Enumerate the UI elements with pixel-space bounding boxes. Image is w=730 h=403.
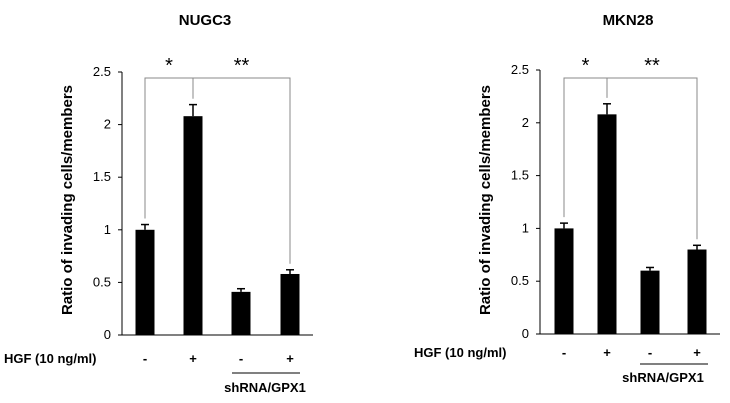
bar	[135, 229, 155, 335]
panel-nugc3: NUGC3 Ratio of invading cells/members HG…	[4, 12, 313, 395]
bar	[640, 270, 660, 334]
significance-bracket	[192, 77, 291, 264]
panel-mkn28: MKN28 Ratio of invading cells/members HG…	[414, 12, 720, 385]
significance-label: **	[644, 55, 660, 77]
plot-area: 00.511.522.5- + - +* **	[511, 55, 720, 365]
condition-label: HGF (10 ng/ml)	[4, 351, 96, 366]
group-label: shRNA/GPX1	[224, 380, 306, 395]
chart-title: NUGC3	[179, 12, 232, 29]
significance-label: **	[234, 55, 250, 77]
significance-label: *	[582, 55, 590, 77]
y-tick-label: 0.5	[93, 274, 111, 289]
bar	[597, 114, 617, 335]
y-axis-label: Ratio of invading cells/members	[477, 85, 494, 315]
plot-area: 00.511.522.5- + - +* **	[93, 55, 313, 374]
y-tick-label: 0	[522, 326, 529, 341]
hgf-sign: -	[143, 351, 147, 366]
bar	[280, 273, 300, 335]
hgf-sign: +	[286, 351, 294, 366]
y-axis-label: Ratio of invading cells/members	[59, 85, 76, 315]
bar	[183, 116, 203, 336]
hgf-sign: +	[189, 351, 197, 366]
y-tick-label: 0.5	[511, 273, 529, 288]
y-tick-label: 2	[104, 117, 111, 132]
hgf-sign: +	[603, 345, 611, 360]
bar	[554, 228, 574, 334]
hgf-sign: +	[693, 345, 701, 360]
y-tick-label: 2.5	[93, 64, 111, 79]
y-tick-label: 2	[522, 115, 529, 130]
y-tick-label: 2.5	[511, 62, 529, 77]
hgf-sign: -	[562, 345, 566, 360]
significance-bracket	[606, 77, 698, 240]
hgf-sign: -	[648, 345, 652, 360]
hgf-sign: -	[239, 351, 243, 366]
y-tick-label: 1	[104, 222, 111, 237]
y-tick-label: 1.5	[93, 169, 111, 184]
condition-label: HGF (10 ng/ml)	[414, 345, 506, 360]
bar	[231, 291, 251, 335]
chart-title: MKN28	[603, 12, 654, 29]
bar	[687, 249, 707, 334]
y-tick-label: 1	[522, 220, 529, 235]
significance-label: *	[165, 55, 173, 77]
group-label: shRNA/GPX1	[622, 370, 704, 385]
y-tick-label: 0	[104, 327, 111, 342]
y-tick-label: 1.5	[511, 168, 529, 183]
